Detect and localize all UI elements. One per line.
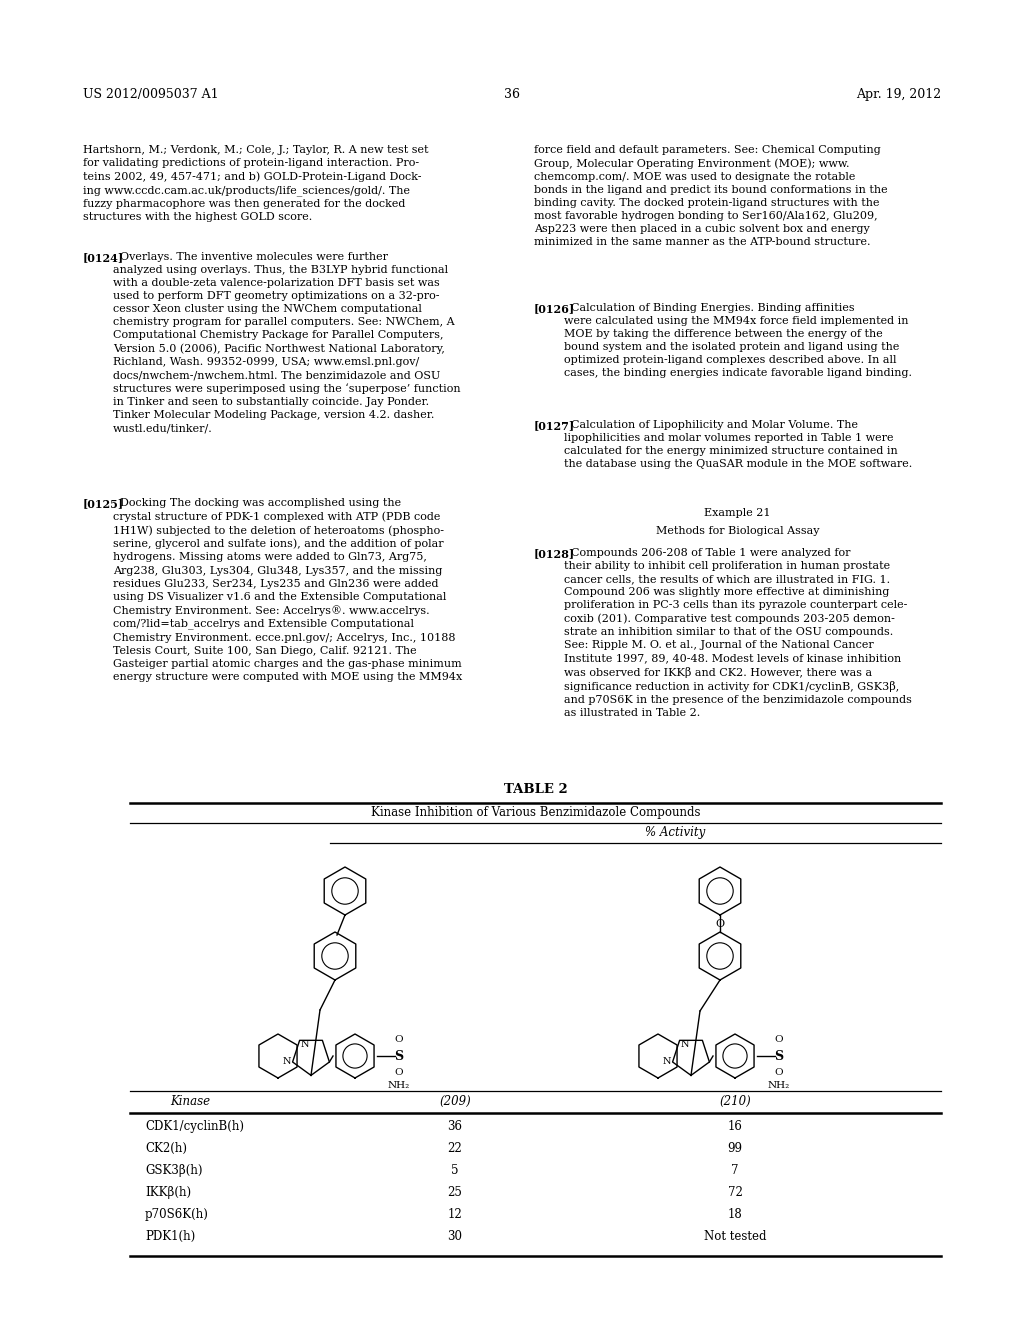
Text: Compounds 206-208 of Table 1 were analyzed for
their ability to inhibit cell pro: Compounds 206-208 of Table 1 were analyz… [564, 548, 912, 718]
Text: (210): (210) [719, 1096, 751, 1107]
Text: TABLE 2: TABLE 2 [504, 783, 567, 796]
Text: O: O [716, 919, 725, 929]
Text: Docking The docking was accomplished using the
crystal structure of PDK-1 comple: Docking The docking was accomplished usi… [113, 498, 462, 681]
Text: O: O [775, 1035, 783, 1044]
Text: O: O [394, 1068, 403, 1077]
Text: S: S [774, 1049, 783, 1063]
Text: Methods for Biological Assay: Methods for Biological Assay [655, 525, 819, 536]
Text: O: O [394, 1035, 403, 1044]
Text: Overlays. The inventive molecules were further
analyzed using overlays. Thus, th: Overlays. The inventive molecules were f… [113, 252, 461, 433]
Text: 36: 36 [504, 88, 520, 102]
Text: CK2(h): CK2(h) [145, 1142, 187, 1155]
Text: [0128]: [0128] [534, 548, 575, 558]
Text: 5: 5 [452, 1164, 459, 1177]
Text: N: N [681, 1040, 689, 1049]
Text: 25: 25 [447, 1185, 463, 1199]
Text: Not tested: Not tested [703, 1230, 766, 1243]
Text: GSK3β(h): GSK3β(h) [145, 1164, 203, 1177]
Text: (209): (209) [439, 1096, 471, 1107]
Text: CDK1/cyclinB(h): CDK1/cyclinB(h) [145, 1119, 244, 1133]
Text: [0125]: [0125] [83, 498, 124, 510]
Text: 18: 18 [728, 1208, 742, 1221]
Text: 7: 7 [731, 1164, 738, 1177]
Text: Calculation of Lipophilicity and Molar Volume. The
lipophilicities and molar vol: Calculation of Lipophilicity and Molar V… [564, 420, 912, 469]
Text: 12: 12 [447, 1208, 463, 1221]
Text: N: N [282, 1057, 291, 1067]
Text: PDK1(h): PDK1(h) [145, 1230, 196, 1243]
Text: Hartshorn, M.; Verdonk, M.; Cole, J.; Taylor, R. A new test set
for validating p: Hartshorn, M.; Verdonk, M.; Cole, J.; Ta… [83, 145, 428, 222]
Text: Kinase: Kinase [170, 1096, 210, 1107]
Text: 30: 30 [447, 1230, 463, 1243]
Text: force field and default parameters. See: Chemical Computing
Group, Molecular Ope: force field and default parameters. See:… [534, 145, 888, 247]
Text: O: O [775, 1068, 783, 1077]
Text: IKKβ(h): IKKβ(h) [145, 1185, 191, 1199]
Text: NH₂: NH₂ [768, 1081, 791, 1090]
Text: 16: 16 [728, 1119, 742, 1133]
Text: Apr. 19, 2012: Apr. 19, 2012 [856, 88, 941, 102]
Text: NH₂: NH₂ [388, 1081, 411, 1090]
Text: 99: 99 [727, 1142, 742, 1155]
Text: Kinase Inhibition of Various Benzimidazole Compounds: Kinase Inhibition of Various Benzimidazo… [371, 807, 700, 818]
Text: US 2012/0095037 A1: US 2012/0095037 A1 [83, 88, 219, 102]
Text: N: N [663, 1057, 671, 1067]
Text: N: N [301, 1040, 309, 1049]
Text: Example 21: Example 21 [705, 508, 771, 517]
Text: [0126]: [0126] [534, 304, 575, 314]
Text: p70S6K(h): p70S6K(h) [145, 1208, 209, 1221]
Text: 36: 36 [447, 1119, 463, 1133]
Text: [0127]: [0127] [534, 420, 575, 432]
Text: 22: 22 [447, 1142, 463, 1155]
Text: S: S [394, 1049, 403, 1063]
Text: % Activity: % Activity [645, 826, 706, 840]
Text: [0124]: [0124] [83, 252, 124, 263]
Text: 72: 72 [728, 1185, 742, 1199]
Text: Calculation of Binding Energies. Binding affinities
were calculated using the MM: Calculation of Binding Energies. Binding… [564, 304, 912, 379]
